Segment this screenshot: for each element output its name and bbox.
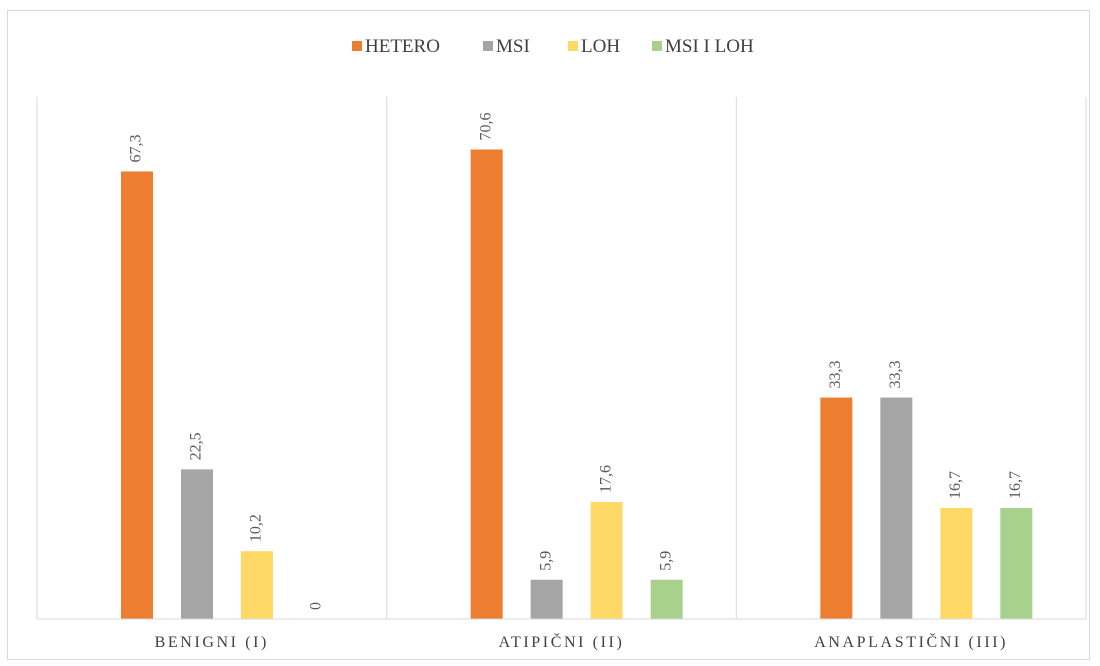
data-label-msi-anaplasticni-iii: 33,3 — [887, 361, 904, 389]
data-label-loh-atipicni-ii: 17,6 — [597, 465, 614, 493]
category-label-atipicni-ii: ATIPIČNI (II) — [499, 632, 625, 651]
legend-label-loh: LOH — [581, 36, 620, 57]
bar-loh-anaplasticni-iii — [940, 507, 973, 619]
data-label-hetero-benigni-i: 67,3 — [128, 134, 145, 162]
data-label-loh-anaplasticni-iii: 16,7 — [947, 471, 964, 499]
bar-loh-atipicni-ii — [590, 501, 623, 619]
bars — [121, 149, 1033, 619]
data-label-loh-benigni-i: 10,2 — [248, 514, 265, 542]
bar-hetero-anaplasticni-iii — [820, 397, 853, 619]
data-label-msi-benigni-i: 22,5 — [188, 432, 205, 460]
legend: HETERO MSI LOH MSI I LOH — [352, 36, 754, 57]
category-separators — [36, 97, 1087, 619]
bar-msi-atipicni-ii — [530, 579, 563, 619]
category-label-benigni-i: BENIGNI (I) — [155, 634, 269, 651]
data-label-hetero-atipicni-ii: 70,6 — [477, 113, 494, 141]
bar-hetero-benigni-i — [121, 171, 153, 619]
data-label-msi-atipicni-ii: 5,9 — [537, 551, 554, 571]
data-label-hetero-anaplasticni-iii: 33,3 — [827, 361, 844, 389]
bar-loh-benigni-i — [241, 551, 273, 619]
legend-swatch-msi-i-loh — [652, 41, 662, 51]
legend-label-hetero: HETERO — [365, 36, 440, 57]
data-labels: 67,3 22,5 10,2 0 70,6 5,9 17,6 5,9 33,3 33,3 16,7 1… — [128, 113, 1024, 610]
legend-swatch-hetero — [352, 41, 362, 51]
category-labels: BENIGNI (I) ATIPIČNI (II) ANAPLASTIČNI (II… — [155, 632, 1008, 651]
bar-msi-anaplasticni-iii — [880, 397, 913, 619]
category-label-anaplasticni-iii: ANAPLASTIČNI (III) — [814, 632, 1008, 651]
bar-msi-benigni-i — [181, 469, 213, 619]
bar-msi-i-loh-atipicni-ii — [650, 579, 683, 619]
legend-swatch-loh — [568, 41, 578, 51]
data-label-msi-i-loh-benigni-i: 0 — [308, 602, 325, 610]
data-label-msi-i-loh-anaplasticni-iii: 16,7 — [1007, 471, 1024, 499]
data-label-msi-i-loh-atipicni-ii: 5,9 — [657, 551, 674, 571]
bar-msi-i-loh-anaplasticni-iii — [1000, 507, 1033, 619]
legend-label-msi-i-loh: MSI I LOH — [665, 36, 754, 57]
legend-label-msi: MSI — [496, 36, 530, 57]
bar-hetero-atipicni-ii — [470, 149, 503, 619]
legend-swatch-msi — [483, 41, 493, 51]
